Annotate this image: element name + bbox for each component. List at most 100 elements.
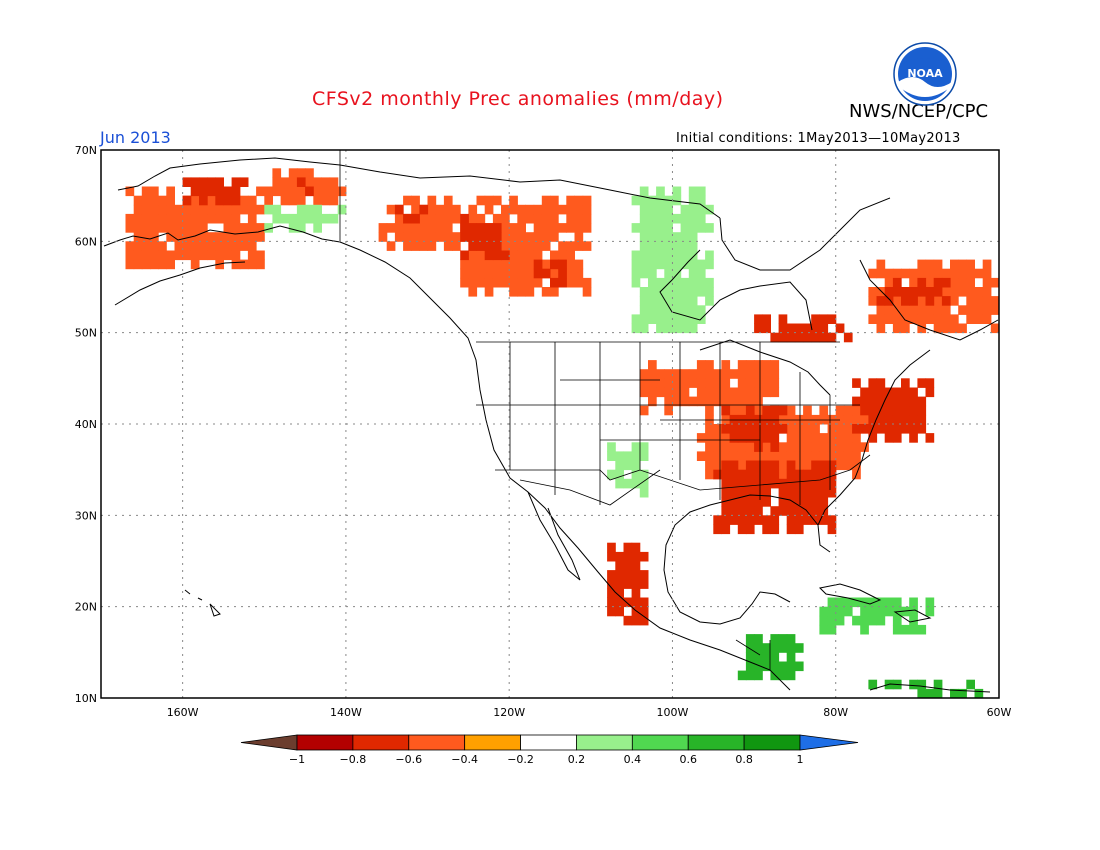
anomaly-cell [786, 460, 796, 471]
anomaly-cell [256, 250, 265, 261]
anomaly-cell [909, 433, 918, 443]
anomaly-cell [892, 314, 902, 324]
anomaly-cell [443, 223, 453, 233]
anomaly-cell [615, 469, 624, 480]
anomaly-cell [615, 579, 624, 589]
anomaly-cell [656, 195, 665, 206]
anomaly-cell [582, 204, 592, 215]
anomaly-cell [141, 223, 151, 233]
anomaly-cell [868, 378, 878, 388]
anomaly-cell [680, 314, 690, 324]
svg-text:NOAA: NOAA [907, 67, 943, 80]
anomaly-cell [819, 314, 829, 324]
anomaly-cell [411, 195, 420, 206]
anomaly-cell [680, 323, 690, 334]
anomaly-cell [215, 177, 224, 187]
anomaly-cell [501, 213, 510, 224]
anomaly-cell [623, 551, 633, 562]
anomaly-cell [909, 606, 918, 617]
anomaly-cell [672, 259, 682, 270]
colorbar-label: −0.8 [340, 753, 367, 766]
anomaly-cell [656, 314, 665, 324]
anomaly-cell [835, 606, 845, 617]
anomaly-cell [770, 433, 780, 443]
anomaly-cell [705, 287, 714, 297]
anomaly-cell [207, 241, 216, 251]
anomaly-cell [819, 487, 829, 498]
anomaly-cell [501, 223, 510, 233]
anomaly-cell [729, 515, 739, 525]
latitude-labels: 70N 60N 50N 40N 30N 20N 10N [75, 144, 97, 705]
anomaly-cell [680, 250, 690, 261]
anomaly-cell [648, 232, 657, 242]
anomaly-cell [770, 332, 780, 343]
anomaly-cell [672, 241, 682, 251]
anomaly-cell [909, 624, 918, 635]
anomaly-cell [974, 268, 984, 279]
anomaly-cell [696, 277, 706, 288]
anomaly-cell [917, 624, 927, 635]
anomaly-cell [133, 204, 143, 215]
anomaly-cell [680, 277, 690, 288]
anomaly-cell [819, 515, 829, 525]
anomaly-cell [484, 268, 494, 279]
anomaly-cell [492, 223, 502, 233]
anomaly-cell [452, 232, 461, 242]
anomaly-cell [313, 177, 322, 187]
anomaly-cell [256, 259, 265, 270]
anomaly-cell [492, 268, 502, 279]
anomaly-cell [811, 451, 820, 461]
forecast-month: Jun 2013 [100, 128, 171, 147]
anomaly-cell [745, 405, 755, 416]
anomaly-cell [509, 259, 518, 270]
anomaly-cell [811, 497, 820, 507]
colorbar-swatch [408, 734, 466, 751]
anomaly-cell [884, 424, 894, 434]
colorbar-swatch [687, 734, 745, 751]
anomaly-cell [745, 433, 755, 443]
anomaly-cell [762, 524, 771, 535]
anomaly-cell [917, 287, 927, 297]
anomaly-cell [664, 378, 673, 388]
anomaly-cell [680, 305, 690, 315]
anomaly-cell [925, 688, 935, 698]
anomaly-cell [803, 506, 812, 516]
anomaly-cell [631, 561, 641, 571]
anomaly-cell [631, 277, 641, 288]
anomaly-cell [713, 424, 722, 434]
anomaly-cell [778, 469, 788, 480]
anomaly-cell [770, 442, 780, 452]
anomaly-cell [672, 305, 682, 315]
anomaly-cell [533, 250, 543, 261]
anomaly-cell [958, 287, 967, 297]
anomaly-cell [974, 305, 984, 315]
anomaly-cell [713, 442, 722, 452]
anomaly-cell [876, 259, 886, 270]
anomaly-cell [305, 186, 314, 197]
anomaly-cell [901, 296, 910, 306]
anomaly-cell [403, 213, 412, 224]
anomaly-cell [835, 433, 845, 443]
anomaly-cell [770, 369, 780, 379]
anomaly-cell [803, 451, 812, 461]
anomaly-cell [656, 213, 665, 224]
anomaly-cell [860, 615, 869, 626]
anomaly-cell [648, 378, 657, 388]
anomaly-cell [166, 223, 175, 233]
anomaly-field [125, 168, 999, 698]
anomaly-cell [803, 515, 812, 525]
anomaly-cell [639, 478, 649, 489]
anomaly-cell [680, 369, 690, 379]
anomaly-cell [435, 213, 445, 224]
anomaly-cell [811, 469, 820, 480]
anomaly-cell [329, 213, 339, 224]
anomaly-cell [754, 396, 763, 407]
anomaly-cell [852, 405, 861, 416]
anomaly-cell [909, 387, 918, 398]
anomaly-cell [786, 634, 796, 644]
anomaly-cell [672, 213, 682, 224]
anomaly-cell [476, 213, 486, 224]
anomaly-cell [664, 268, 673, 279]
anomaly-cell [468, 213, 478, 224]
anomaly-cell [909, 396, 918, 407]
